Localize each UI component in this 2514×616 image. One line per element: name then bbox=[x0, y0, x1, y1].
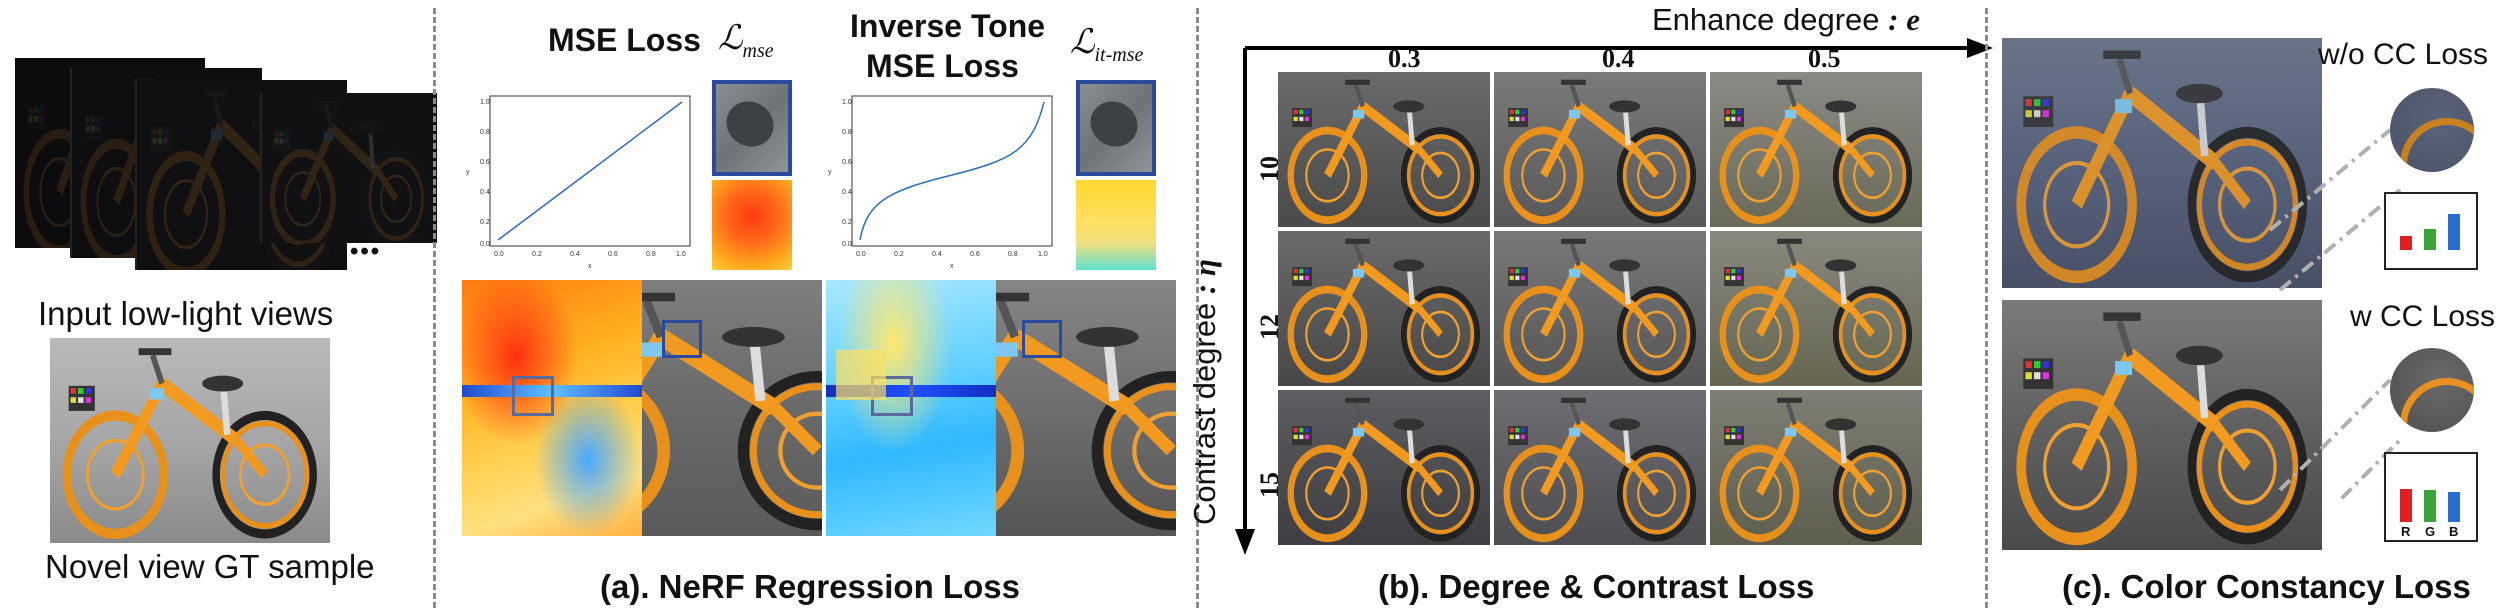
low-light-view-4 bbox=[260, 93, 437, 243]
itmse-zoom-crop bbox=[1076, 80, 1156, 176]
col-label-1: 0.4 bbox=[1602, 44, 1635, 73]
grid-cell-r1-c1 bbox=[1494, 231, 1706, 386]
y-tick: 0.6 bbox=[480, 159, 490, 166]
x-label: x bbox=[950, 263, 954, 270]
y-tick: 0.6 bbox=[842, 159, 852, 166]
x-tick: 0.8 bbox=[1008, 251, 1018, 258]
panel-c-caption: (c). Color Constancy Loss bbox=[2062, 568, 2471, 605]
grid-cell-r0-c1 bbox=[1494, 72, 1706, 227]
wo-cc-zoom-circle bbox=[2390, 88, 2474, 172]
divider-2 bbox=[1196, 8, 1199, 608]
panel-b-caption: (b). Degree & Contrast Loss bbox=[1378, 568, 1815, 605]
mse-symbol: ℒmse bbox=[718, 20, 774, 62]
gt-caption: Novel view GT sample bbox=[45, 548, 375, 585]
mse-heatmap-crop bbox=[712, 180, 792, 270]
bar-label-r: R bbox=[2401, 524, 2411, 539]
mse-zoom-crop bbox=[712, 80, 792, 176]
itmse-heatmap-crop bbox=[1076, 180, 1156, 270]
x-tick: 0.6 bbox=[608, 251, 618, 258]
itmse-symbol: ℒit-mse bbox=[1070, 24, 1144, 66]
mse-error-heatmap bbox=[462, 280, 642, 536]
y-tick: 0.8 bbox=[480, 129, 490, 136]
y-tick: 1.0 bbox=[480, 99, 490, 106]
x-tick: 0.4 bbox=[932, 251, 942, 258]
y-tick: 0.8 bbox=[842, 129, 852, 136]
panel-a-caption: (a). NeRF Regression Loss bbox=[600, 568, 1020, 605]
axes-arrows bbox=[1235, 38, 1993, 555]
w-bar-b bbox=[2448, 492, 2460, 522]
mse-loss-title: MSE Loss bbox=[548, 22, 701, 58]
w-bar-r bbox=[2400, 489, 2412, 522]
y-label: y bbox=[466, 169, 470, 176]
y-tick: 0.2 bbox=[480, 219, 490, 226]
w-cc-histogram: R G B bbox=[2384, 452, 2478, 542]
col-label-0: 0.3 bbox=[1388, 44, 1421, 73]
wo-bar-g bbox=[2424, 229, 2436, 250]
grid-cell-r2-c0 bbox=[1278, 390, 1490, 545]
col-label-2: 0.5 bbox=[1808, 44, 1841, 73]
x-tick: 1.0 bbox=[1038, 251, 1048, 258]
grid-cell-r1-c2 bbox=[1710, 231, 1922, 386]
w-cc-image bbox=[2002, 300, 2322, 550]
x-tick: 0.8 bbox=[646, 251, 656, 258]
w-cc-zoom-circle bbox=[2390, 348, 2474, 432]
y-tick: 0.0 bbox=[842, 241, 852, 248]
enhance-degree-label: Enhance degree : e bbox=[1652, 2, 1920, 37]
y-tick: 0.4 bbox=[480, 189, 490, 196]
itmse-plot: 1.0 0.8 0.6 0.4 0.2 0.0 0.0 0.2 0.4 0.6 … bbox=[822, 90, 1062, 270]
y-tick: 0.0 bbox=[480, 241, 490, 248]
x-tick: 0.0 bbox=[494, 251, 504, 258]
x-tick: 1.0 bbox=[676, 251, 686, 258]
x-tick: 0.0 bbox=[856, 251, 866, 258]
y-tick: 0.4 bbox=[842, 189, 852, 196]
x-tick: 0.2 bbox=[894, 251, 904, 258]
itmse-title-1: Inverse Tone bbox=[850, 8, 1046, 44]
w-bar-g bbox=[2424, 490, 2436, 522]
wo-cc-label: w/o CC Loss bbox=[2318, 38, 2489, 71]
itmse-render bbox=[996, 280, 1176, 536]
contrast-degree-label: Contrast degree : η bbox=[1187, 258, 1222, 525]
x-tick: 0.6 bbox=[970, 251, 980, 258]
grid-cell-r0-c0 bbox=[1278, 72, 1490, 227]
itmse-title-2: MSE Loss bbox=[866, 48, 1019, 84]
y-tick: 0.2 bbox=[842, 219, 852, 226]
w-cc-label: w CC Loss bbox=[2350, 300, 2496, 333]
input-views-caption: Input low-light views bbox=[38, 295, 334, 332]
x-label: x bbox=[588, 263, 592, 270]
ellipsis: ••• bbox=[350, 238, 382, 265]
bar-label-g: G bbox=[2425, 524, 2436, 539]
bar-label-b: B bbox=[2449, 524, 2459, 539]
wo-bar-b bbox=[2448, 214, 2460, 250]
gt-sample-image bbox=[50, 338, 330, 543]
grid-cell-r2-c2 bbox=[1710, 390, 1922, 545]
grid-cell-r1-c0 bbox=[1278, 231, 1490, 386]
grid-cell-r2-c1 bbox=[1494, 390, 1706, 545]
itmse-error-heatmap bbox=[826, 280, 996, 536]
divider-3 bbox=[1985, 8, 1988, 608]
y-tick: 1.0 bbox=[842, 99, 852, 106]
x-tick: 0.2 bbox=[532, 251, 542, 258]
x-tick: 0.4 bbox=[570, 251, 580, 258]
wo-cc-image bbox=[2002, 38, 2322, 288]
divider-1 bbox=[433, 8, 436, 608]
y-label: y bbox=[828, 169, 832, 176]
mse-render bbox=[642, 280, 822, 536]
zoom-leader-lines bbox=[2268, 128, 2402, 500]
input-views-stack bbox=[15, 58, 437, 270]
grid-cell-r0-c2 bbox=[1710, 72, 1922, 227]
wo-cc-histogram bbox=[2384, 192, 2478, 270]
mse-plot: 1.0 0.8 0.6 0.4 0.2 0.0 0.0 0.2 0.4 0.6 … bbox=[460, 90, 700, 270]
wo-bar-r bbox=[2400, 236, 2412, 250]
